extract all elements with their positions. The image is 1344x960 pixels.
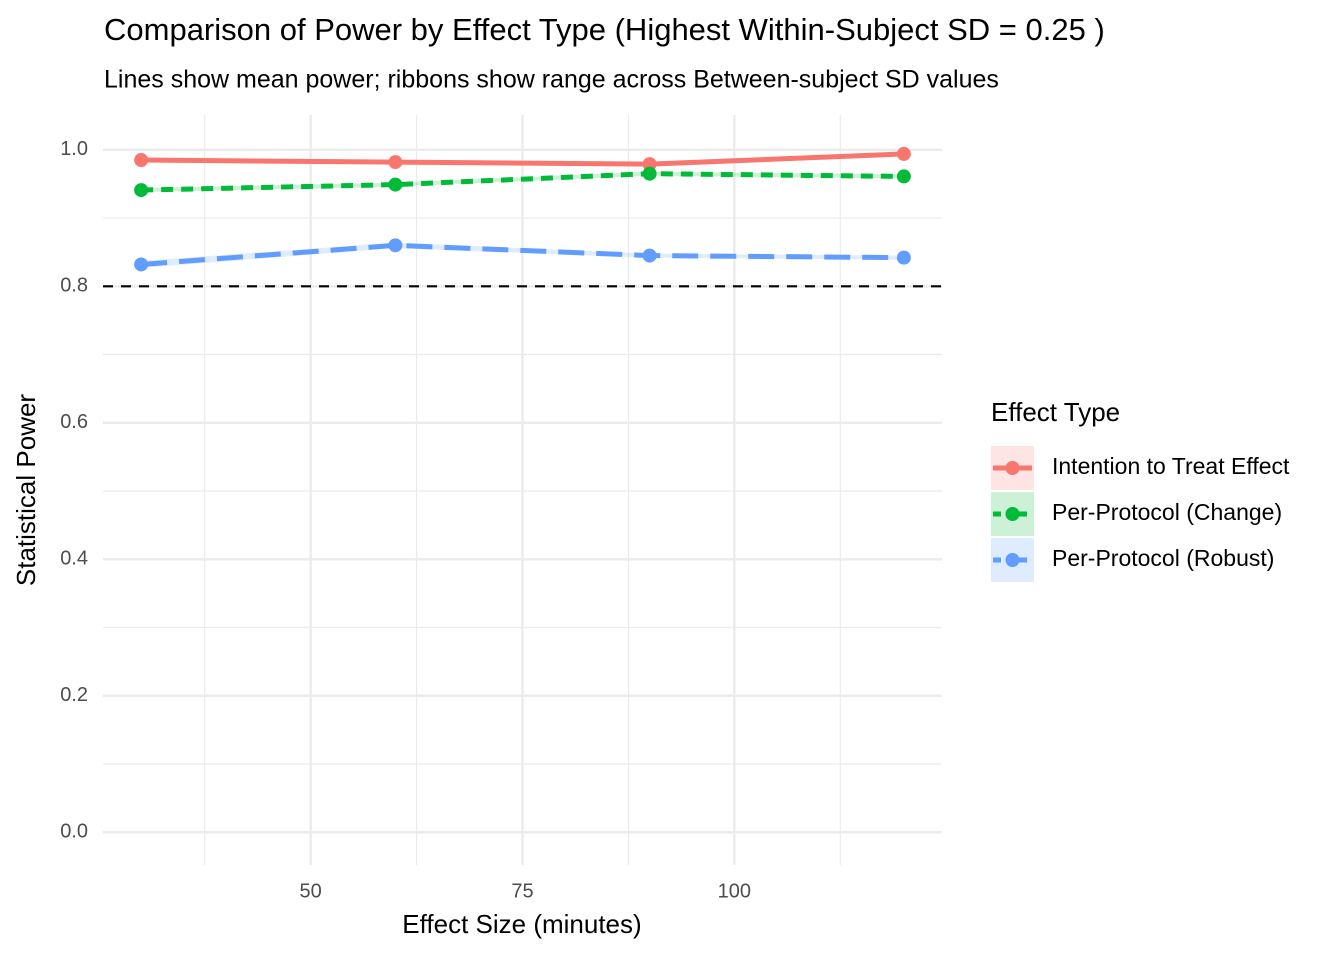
- series-line: [141, 171, 904, 193]
- point: [134, 257, 149, 272]
- legend-label: Intention to Treat Effect: [1052, 453, 1290, 479]
- point: [134, 153, 149, 168]
- legend-key-point: [1005, 461, 1020, 475]
- point: [896, 146, 911, 161]
- point: [134, 183, 149, 198]
- y-tick-label: 0.6: [60, 411, 88, 433]
- point: [388, 238, 403, 253]
- chart-subtitle: Lines show mean power; ribbons show rang…: [104, 66, 999, 94]
- series-line: [141, 151, 904, 167]
- series-line: [140, 242, 904, 267]
- y-tick-label: 0.0: [60, 821, 88, 843]
- x-tick-label: 100: [718, 880, 751, 902]
- point: [642, 166, 657, 181]
- legend-label: Per-Protocol (Robust): [1052, 545, 1274, 571]
- x-tick-label: 50: [300, 880, 322, 902]
- y-axis-label: Statistical Power: [11, 394, 41, 587]
- legend-title: Effect Type: [991, 397, 1120, 427]
- legend-label: Per-Protocol (Change): [1052, 499, 1282, 525]
- legend-key-point: [1005, 507, 1020, 521]
- point: [896, 169, 911, 184]
- point: [642, 248, 657, 263]
- point: [388, 177, 403, 192]
- point: [896, 250, 911, 265]
- legend-key-point: [1005, 553, 1020, 567]
- chart-title: Comparison of Power by Effect Type (High…: [104, 12, 1105, 47]
- x-axis-label: Effect Size (minutes): [402, 909, 641, 939]
- y-tick-label: 1.0: [60, 138, 88, 160]
- x-tick-label: 75: [511, 880, 533, 902]
- y-tick-label: 0.4: [60, 548, 88, 570]
- point: [388, 155, 403, 170]
- y-tick-label: 0.8: [60, 275, 88, 297]
- y-tick-label: 0.2: [60, 684, 88, 706]
